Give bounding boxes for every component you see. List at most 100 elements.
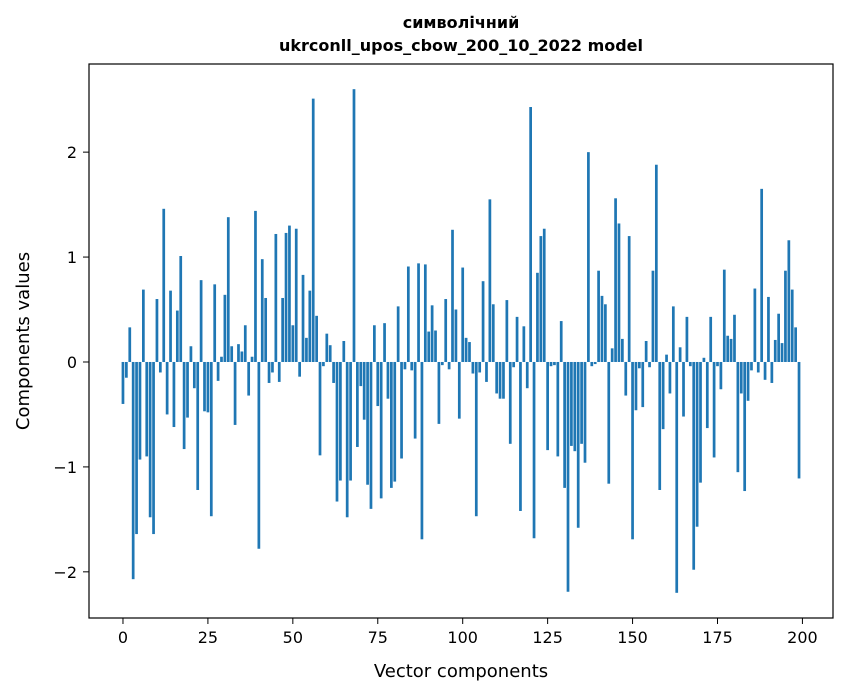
bar (722, 269, 726, 362)
bar (250, 356, 254, 362)
bar (519, 361, 522, 511)
bar (125, 361, 128, 378)
y-tick-label: 1 (67, 248, 77, 267)
bar (471, 361, 475, 374)
bar (406, 266, 410, 362)
bar (158, 361, 162, 373)
bar (736, 361, 740, 473)
bar (322, 361, 325, 367)
bar (142, 289, 145, 362)
y-tick-label: 2 (67, 143, 77, 162)
y-tick-label: −1 (53, 458, 77, 477)
bar (743, 361, 747, 492)
bar (396, 306, 400, 362)
bar (413, 361, 417, 439)
bar (400, 361, 403, 459)
bar (179, 256, 183, 362)
x-axis-ticks: 0 25 50 75 100 125 150 175 200 (118, 618, 818, 647)
bar (390, 361, 393, 488)
bar (417, 263, 420, 362)
bar (733, 314, 736, 362)
bar (719, 361, 723, 390)
bar (247, 361, 251, 396)
bar (430, 305, 434, 362)
bar (339, 361, 342, 481)
bar (712, 361, 716, 458)
x-tick-label: 125 (532, 628, 563, 647)
bar (386, 361, 390, 399)
bar (675, 361, 679, 593)
bar (498, 361, 502, 399)
bar (328, 345, 332, 362)
bar (294, 228, 298, 362)
bar (352, 89, 356, 362)
bar (624, 361, 628, 396)
bar (746, 361, 750, 401)
bar (502, 361, 505, 399)
bar (627, 236, 631, 362)
bar (192, 361, 196, 389)
bar (631, 361, 634, 540)
bars-group (121, 89, 801, 593)
bar (638, 361, 641, 369)
bar (794, 327, 797, 362)
bar (695, 361, 699, 527)
bar (658, 361, 662, 490)
bar (790, 289, 794, 362)
bar (570, 361, 573, 446)
bar (474, 361, 478, 517)
x-tick-label: 50 (283, 628, 303, 647)
bar (264, 297, 268, 362)
bar (277, 361, 281, 382)
bar (325, 333, 329, 362)
bar (563, 361, 566, 488)
bar (464, 337, 468, 362)
bar (787, 240, 791, 362)
bar (797, 361, 801, 479)
bar (379, 361, 383, 499)
bar (267, 361, 271, 383)
bar (444, 299, 448, 362)
bar (274, 233, 278, 362)
bar (403, 361, 407, 370)
bar (529, 107, 532, 362)
bar (699, 361, 702, 483)
bar (437, 361, 441, 424)
bar (688, 361, 692, 367)
bar (209, 361, 213, 517)
bar (308, 290, 312, 362)
x-tick-label: 150 (617, 628, 648, 647)
x-tick-label: 75 (368, 628, 388, 647)
bar (702, 357, 706, 362)
bar (254, 210, 257, 362)
bar (536, 272, 539, 362)
bar (641, 361, 645, 408)
bar (485, 361, 488, 382)
bar (152, 361, 155, 535)
x-tick-label: 25 (198, 628, 218, 647)
bar (580, 361, 583, 444)
bar (461, 267, 465, 362)
bar (685, 316, 689, 362)
x-tick-label: 100 (447, 628, 478, 647)
bar (654, 164, 658, 362)
bar (549, 361, 553, 367)
bar (553, 361, 556, 366)
bar (237, 344, 240, 362)
plot-frame (88, 63, 834, 619)
bar (777, 313, 780, 362)
bar (495, 361, 499, 394)
bar (359, 361, 363, 387)
bar (505, 300, 509, 362)
bar (427, 331, 431, 362)
bar (420, 361, 424, 540)
bar (162, 208, 166, 362)
bar (213, 284, 217, 362)
bar (172, 361, 176, 428)
bar (590, 361, 594, 367)
bar (216, 361, 220, 381)
bar (131, 361, 135, 580)
bar (468, 342, 471, 362)
bar (705, 361, 709, 429)
